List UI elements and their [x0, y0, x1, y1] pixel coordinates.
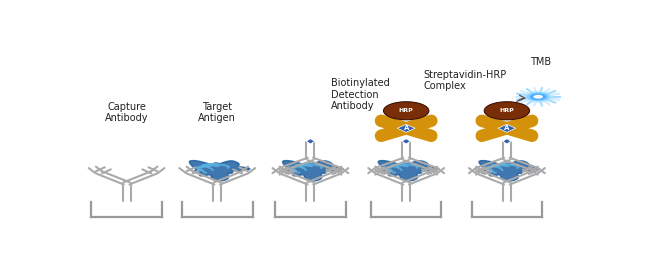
Circle shape	[484, 102, 530, 120]
Circle shape	[534, 95, 543, 99]
Text: Capture
Antibody: Capture Antibody	[105, 102, 148, 123]
Polygon shape	[479, 160, 540, 181]
Polygon shape	[306, 139, 315, 144]
Polygon shape	[189, 160, 250, 181]
Circle shape	[526, 92, 550, 101]
Polygon shape	[397, 124, 415, 132]
Polygon shape	[378, 160, 439, 181]
Text: A: A	[404, 125, 409, 131]
Circle shape	[530, 93, 547, 100]
Polygon shape	[283, 160, 343, 181]
Polygon shape	[502, 139, 511, 144]
Polygon shape	[402, 139, 410, 144]
Text: A: A	[504, 125, 510, 131]
Circle shape	[384, 102, 429, 120]
Text: Streptavidin-HRP
Complex: Streptavidin-HRP Complex	[424, 70, 507, 91]
Text: Biotinylated
Detection
Antibody: Biotinylated Detection Antibody	[331, 78, 389, 111]
Circle shape	[523, 90, 554, 103]
Text: Target
Antigen: Target Antigen	[198, 102, 236, 123]
Text: HRP: HRP	[399, 108, 413, 113]
Text: HRP: HRP	[500, 108, 514, 113]
Polygon shape	[498, 124, 515, 132]
Text: TMB: TMB	[530, 57, 551, 67]
